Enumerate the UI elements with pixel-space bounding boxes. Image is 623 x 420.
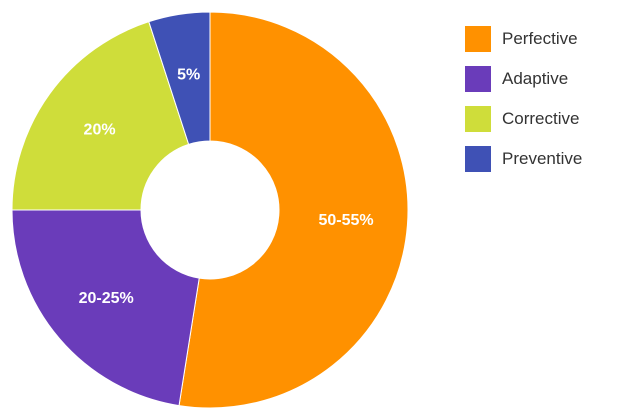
data-label-corrective: 20% [84, 121, 116, 138]
legend-item-adaptive: Adaptive [465, 66, 615, 92]
legend-label-adaptive: Adaptive [502, 69, 569, 88]
legend-item-preventive: Preventive [465, 146, 615, 172]
donut-slice-perfective [178, 11, 409, 409]
legend-swatch-preventive [465, 146, 491, 172]
data-label-adaptive: 20-25% [79, 290, 134, 307]
legend-swatch-perfective [465, 26, 491, 52]
legend-item-corrective: Corrective [465, 106, 615, 132]
donut-slice-preventive [148, 11, 211, 146]
legend-label-preventive: Preventive [502, 149, 583, 168]
legend-swatch-adaptive [465, 66, 491, 92]
data-label-preventive: 5% [177, 67, 200, 84]
donut-slice-corrective [11, 21, 190, 211]
chart-legend: Perfective Adaptive Corrective Preventiv… [465, 26, 615, 186]
donut-slice-adaptive [11, 209, 200, 407]
data-label-perfective: 50-55% [319, 212, 374, 229]
legend-label-perfective: Perfective [502, 29, 578, 48]
legend-item-perfective: Perfective [465, 26, 615, 52]
legend-swatch-corrective [465, 106, 491, 132]
legend-label-corrective: Corrective [502, 109, 580, 128]
